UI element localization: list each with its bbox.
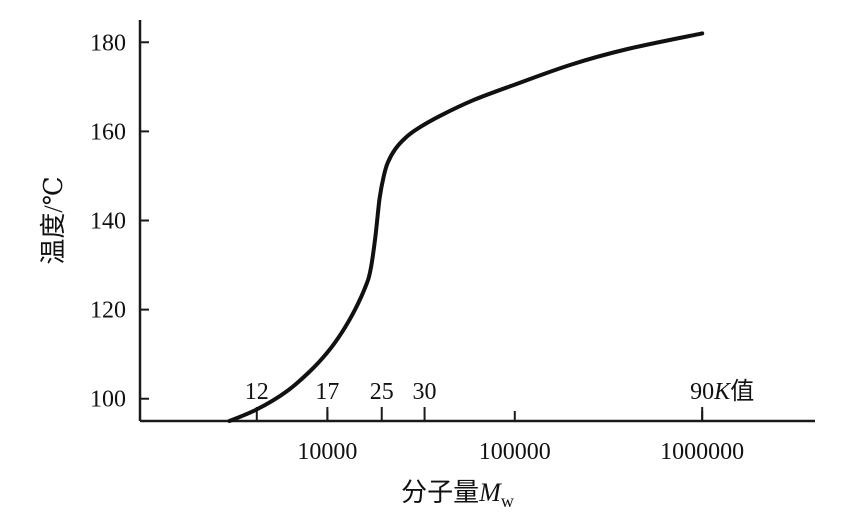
x-axis-title-subscript: w [501,491,514,511]
k-value-label: 12 [245,379,269,405]
k-value-markers: 12 17 25 30 90 [245,379,714,421]
x-ticks: 10000 100000 1000000 [297,411,744,465]
y-ticks: 100 120 140 160 180 [90,30,149,413]
k-value-label: 30 [413,379,437,405]
plot-area: 100 120 140 160 180 10000 100000 1000000 12 17 2… [90,20,815,465]
y-tick-label: 100 [90,387,126,413]
k-value-label: 90 [690,379,714,405]
series-group [227,31,705,423]
k-value-text: 值 [730,378,754,405]
y-tick-label: 140 [90,209,126,235]
x-axis-title-text: 分子量 [401,478,479,507]
y-axis-title: 温度/℃ [39,176,68,264]
k-value-symbol: K [713,379,732,405]
x-tick-label: 10000 [297,439,357,465]
y-tick-label: 120 [90,298,126,324]
y-tick-label: 180 [90,30,126,56]
x-tick-label: 1000000 [660,439,744,465]
series-line [227,31,705,423]
y-tick-label: 160 [90,119,126,145]
k-value-label: 25 [370,379,394,405]
k-value-suffix-label: K值 [713,378,754,405]
x-axis-title: 分子量Mw [401,478,514,511]
x-axis-title-symbol: M [478,478,502,507]
k-value-label: 17 [315,379,339,405]
x-tick-label: 100000 [479,439,551,465]
